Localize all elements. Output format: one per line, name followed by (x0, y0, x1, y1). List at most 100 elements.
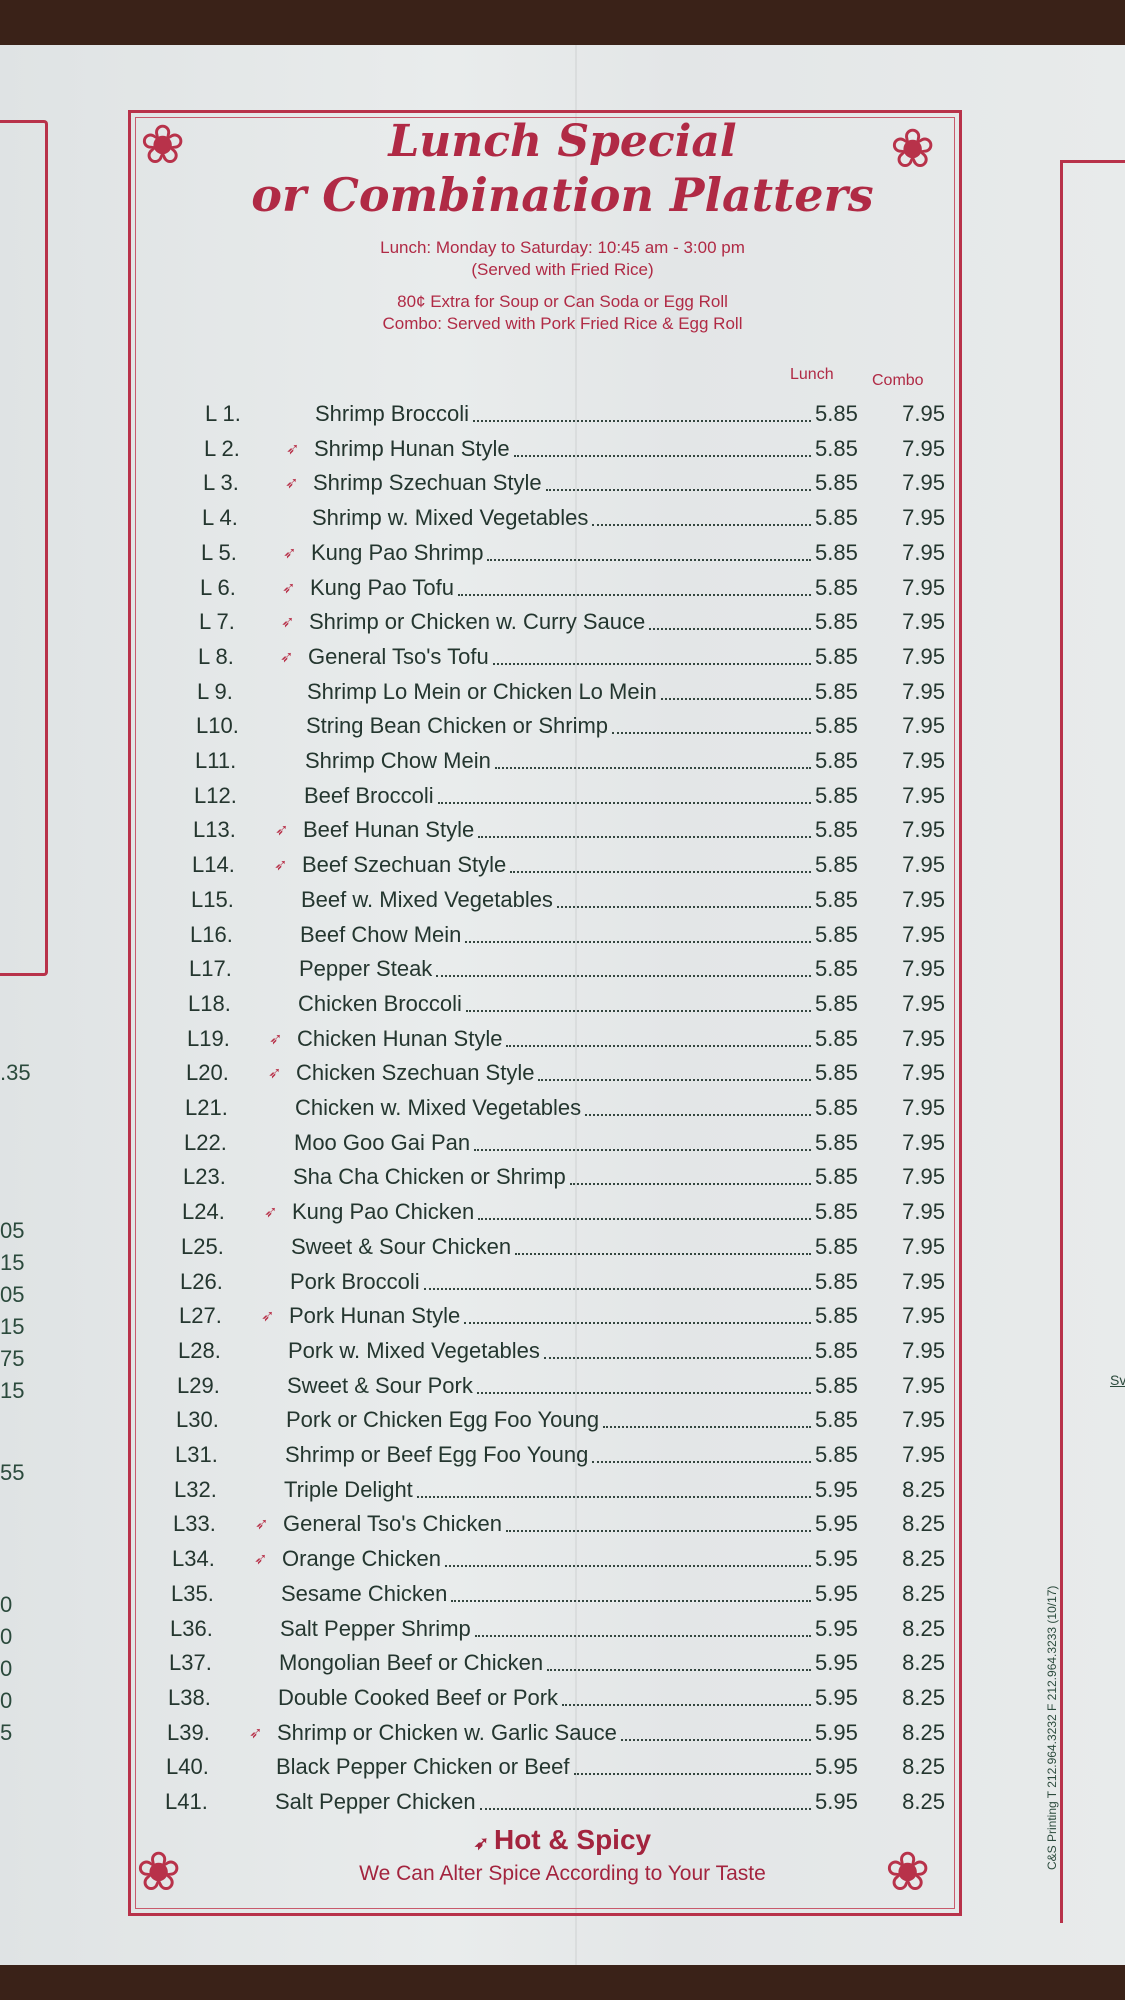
combo-price: 7.95 (902, 678, 945, 704)
leader-dots (474, 1135, 811, 1151)
item-name: Sweet & Sour Pork (287, 1372, 473, 1398)
combo-price: 7.95 (902, 470, 945, 496)
item-name: Shrimp or Chicken w. Curry Sauce (309, 609, 646, 635)
item-code: L24. (182, 1199, 225, 1225)
pepper-icon: ➶ (280, 648, 294, 666)
lunch-price: 5.85 (815, 678, 858, 704)
combo-price: 7.95 (902, 401, 945, 426)
leader-dots (444, 1551, 811, 1568)
leader-dots (474, 1621, 811, 1637)
item-name: Beef w. Mixed Vegetables (301, 886, 553, 912)
item-code: L31. (175, 1442, 218, 1467)
combo-price: 7.95 (902, 1095, 945, 1120)
lunch-price: 5.85 (815, 505, 858, 531)
lunch-price: 5.85 (815, 1233, 858, 1259)
item-name: Sha Cha Chicken or Shrimp (293, 1164, 566, 1190)
item-code: L20. (186, 1060, 229, 1086)
served-note: (Served with Fried Rice) (471, 260, 654, 279)
pepper-icon: ➶ (249, 1724, 263, 1742)
menu-item: L17. Pepper Steak 5.85 7.95 (189, 953, 945, 985)
item-name: Sesame Chicken (281, 1580, 448, 1606)
lunch-price: 5.95 (815, 1650, 858, 1676)
item-name: Salt Pepper Chicken (275, 1789, 476, 1814)
item-code: L19. (187, 1025, 230, 1051)
menu-item: L40. Black Pepper Chicken or Beef 5.95 8.25 (166, 1751, 945, 1783)
leader-dots (569, 1169, 811, 1186)
item-code: L25. (181, 1233, 224, 1259)
combo-price: 7.95 (902, 505, 945, 531)
combo-price: 7.95 (902, 921, 945, 947)
lunch-price: 5.85 (815, 609, 858, 635)
combo-price: 7.95 (902, 1164, 945, 1190)
item-name: Shrimp Broccoli (315, 401, 470, 426)
combo-price: 7.95 (902, 852, 945, 878)
pepper-icon: ➶ (269, 1030, 283, 1048)
item-name: Shrimp or Beef Egg Foo Young (285, 1442, 589, 1467)
pepper-icon: ➶ (268, 1065, 282, 1083)
lunch-price: 5.95 (815, 1754, 858, 1780)
menu-item: L27. ➶ Pork Hunan Style 5.85 7.95 (179, 1300, 945, 1332)
left-panel-price: 05 (0, 1282, 25, 1307)
leader-dots (513, 441, 811, 457)
floral-corner-icon: ❀ (890, 119, 936, 179)
item-code: L37. (169, 1650, 212, 1676)
menu-item: L16. Beef Chow Mein 5.85 7.95 (190, 919, 945, 951)
left-panel-price: 75 (0, 1346, 25, 1371)
item-name: Beef Broccoli (304, 782, 434, 808)
item-name: Shrimp Hunan Style (314, 435, 510, 461)
leader-dots (573, 1759, 811, 1776)
menu-item: L10. String Bean Chicken or Shrimp 5.85 7.9… (196, 710, 945, 742)
combo-price: 8.25 (902, 1754, 945, 1780)
item-code: L 4. (202, 505, 238, 531)
item-code: L12. (194, 782, 237, 808)
item-code: L21. (185, 1095, 228, 1120)
leader-dots (612, 718, 811, 735)
pepper-icon: ➶ (274, 857, 288, 875)
lunch-price: 5.85 (815, 470, 858, 496)
left-panel-price: 0 (0, 1624, 13, 1649)
combo-price: 8.25 (902, 1546, 945, 1572)
leader-dots (437, 788, 811, 804)
lunch-price: 5.85 (815, 817, 858, 843)
pepper-icon: ➶ (473, 1833, 494, 1853)
item-code: L35. (171, 1580, 214, 1606)
item-name: String Bean Chicken or Shrimp (306, 713, 609, 739)
right-panel-text: Sv (1110, 1372, 1125, 1388)
pepper-icon: ➶ (254, 1551, 268, 1569)
combo-price: 8.25 (902, 1650, 945, 1676)
item-code: L34. (172, 1546, 215, 1572)
item-name: Shrimp Chow Mein (305, 748, 491, 773)
lunch-price: 5.85 (815, 990, 858, 1016)
menu-item: L 3. ➶ Shrimp Szechuan Style 5.85 7.95 (203, 467, 945, 499)
combo-price: 7.95 (902, 1268, 945, 1294)
lunch-price: 5.95 (815, 1719, 858, 1745)
combo-price: 7.95 (902, 1199, 945, 1225)
combo-price: 7.95 (902, 609, 945, 635)
pepper-icon: ➶ (281, 614, 295, 632)
combo-price: 7.95 (902, 435, 945, 461)
leader-dots (487, 545, 811, 561)
combo-price: 8.25 (902, 1476, 945, 1502)
combo-price: 8.25 (902, 1580, 945, 1606)
item-code: L 2. (204, 435, 240, 461)
item-code: L17. (189, 956, 232, 982)
item-name: Chicken Szechuan Style (296, 1060, 535, 1086)
item-code: L41. (165, 1789, 208, 1814)
item-code: L36. (170, 1615, 213, 1641)
menu-item: L37. Mongolian Beef or Chicken 5.95 8.25 (169, 1647, 945, 1679)
printer-credit: C&S Printing T 212.964.3232 F 212.964.32… (1045, 1585, 1059, 1870)
menu-item: L 8. ➶ General Tso's Tofu 5.85 7.95 (198, 641, 945, 673)
lunch-price: 5.85 (815, 574, 858, 600)
extra-note: 80¢ Extra for Soup or Can Soda or Egg Ro… (397, 292, 728, 311)
item-name: Kung Pao Shrimp (311, 539, 484, 565)
item-code: L26. (180, 1268, 223, 1294)
combo-price: 7.95 (902, 817, 945, 843)
left-panel-price: 0 (0, 1688, 13, 1713)
leader-dots (556, 892, 811, 908)
left-panel-frame (0, 120, 48, 976)
floral-corner-icon: ❀ (140, 115, 186, 175)
lunch-price: 5.95 (815, 1546, 858, 1572)
pepper-icon: ➶ (283, 544, 297, 562)
item-name: Shrimp Lo Mein or Chicken Lo Mein (307, 678, 657, 704)
leader-dots (465, 996, 811, 1012)
